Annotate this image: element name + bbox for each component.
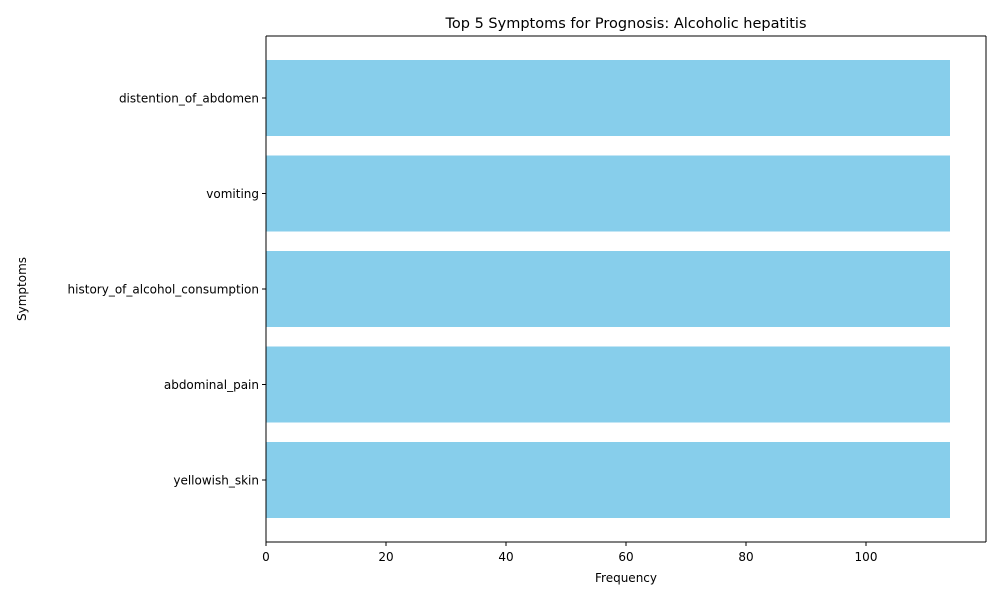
y-tick-label: distention_of_abdomen: [119, 92, 259, 106]
x-tick-label: 80: [738, 550, 753, 564]
x-tick-label: 100: [855, 550, 878, 564]
y-ticks: distention_of_abdomen vomiting history_of_…: [68, 92, 266, 488]
y-axis-label: Symptoms: [15, 257, 29, 321]
bar-yellowish-skin: [266, 442, 950, 518]
x-tick-label: 40: [498, 550, 513, 564]
y-tick-label: yellowish_skin: [173, 474, 259, 488]
y-tick-label: vomiting: [206, 187, 259, 201]
bar-distention-of-abdomen: [266, 60, 950, 136]
bar-vomiting: [266, 155, 950, 232]
x-axis-label: Frequency: [595, 571, 657, 585]
bar-abdominal-pain: [266, 346, 950, 423]
x-tick-label: 60: [618, 550, 633, 564]
x-tick-label: 20: [378, 550, 393, 564]
chart-title: Top 5 Symptoms for Prognosis: Alcoholic …: [445, 16, 807, 32]
y-tick-label: history_of_alcohol_consumption: [68, 283, 259, 297]
bar-history-of-alcohol-consumption: [266, 251, 950, 327]
y-tick-label: abdominal_pain: [164, 378, 259, 392]
x-ticks: 0 20 40 60 80 100: [262, 542, 877, 564]
x-tick-label: 0: [262, 550, 270, 564]
bars-layer: [266, 60, 950, 518]
